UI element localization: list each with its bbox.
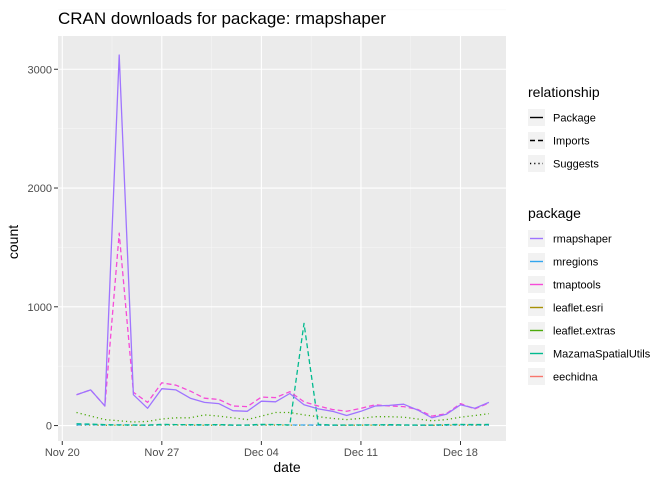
legend-label-rmapshaper: rmapshaper (553, 234, 612, 246)
y-axis-title: count (5, 225, 21, 259)
series-line-rmapshaper (76, 54, 490, 419)
x-axis-title: date (273, 459, 300, 475)
x-tick-label: Nov 20 (45, 447, 80, 459)
legend-package-title: package (528, 205, 581, 221)
grid (58, 9, 506, 441)
series-line-mazamaspatialutils (76, 322, 489, 426)
legend-label-leaflet-esri: leaflet.esri (553, 303, 603, 315)
series-layer (76, 54, 490, 426)
legend-label-eechidna: eechidna (553, 372, 599, 384)
x-tick-label: Dec 11 (344, 447, 378, 459)
legend-relationship: relationship Package Imports Suggests (528, 84, 600, 172)
legend-key-suggests (528, 155, 545, 172)
axes: 0 1000 2000 3000 Nov 20 Nov 27 Dec 04 Dec 11 Dec… (28, 64, 478, 459)
series-line-tmaptools (76, 232, 490, 417)
y-tick-label: 0 (46, 421, 52, 433)
chart-title: CRAN downloads for package: rmapshaper (58, 9, 386, 28)
legend-label-tmaptools: tmaptools (553, 280, 601, 292)
legend-label-mregions: mregions (553, 257, 599, 269)
legend-label-package: Package (553, 113, 596, 125)
legend-key-imports (528, 132, 545, 149)
plot-panel (58, 36, 506, 441)
y-tick-label: 2000 (28, 183, 52, 195)
y-tick-label: 1000 (28, 302, 52, 314)
legend-label-leaflet-extras: leaflet.extras (553, 326, 616, 338)
y-tick-label: 3000 (28, 64, 52, 76)
legend-label-mazamaspatialutils: MazamaSpatialUtils (553, 349, 651, 361)
x-tick-label: Dec 18 (443, 447, 478, 459)
legend-label-suggests: Suggests (553, 159, 599, 171)
x-tick-label: Nov 27 (144, 447, 179, 459)
legend-package: package rmapshaper mregions tmaptools leafl… (528, 205, 651, 385)
legend-relationship-title: relationship (528, 84, 600, 100)
x-tick-label: Dec 04 (244, 447, 279, 459)
legend-label-imports: Imports (553, 136, 590, 148)
